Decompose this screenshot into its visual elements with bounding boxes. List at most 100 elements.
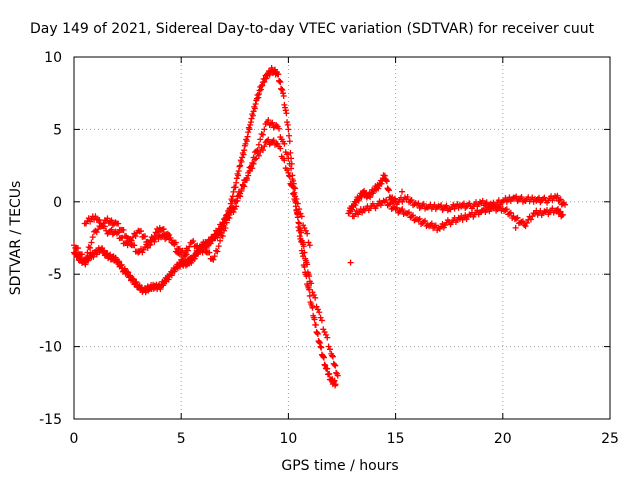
data-point-afternoon-lower	[383, 197, 390, 204]
data-point-tertiary	[276, 125, 283, 132]
data-point-tertiary	[225, 214, 232, 221]
data-point-main	[296, 233, 303, 240]
data-point-tertiary	[152, 229, 159, 236]
data-point-afternoon-upper	[455, 204, 462, 211]
data-point-main	[311, 316, 318, 323]
data-point-tertiary	[210, 235, 217, 241]
data-point-afternoon-upper	[385, 186, 392, 193]
data-point-secondary	[312, 294, 319, 301]
data-point-secondary	[329, 353, 336, 360]
data-point-main	[318, 344, 325, 351]
data-point-secondary	[284, 167, 291, 174]
data-point-tertiary	[257, 136, 264, 143]
data-point-secondary	[124, 235, 131, 241]
data-point-secondary	[324, 334, 331, 341]
data-point-tertiary	[175, 250, 182, 257]
data-point-main	[317, 343, 324, 350]
data-point-main	[241, 147, 248, 154]
data-point-afternoon-upper	[556, 197, 563, 204]
data-point-tertiary	[300, 222, 307, 229]
data-point-tertiary	[298, 213, 305, 220]
data-point-main	[284, 119, 291, 126]
data-point-afternoon-upper	[454, 201, 461, 208]
data-point-secondary	[108, 217, 115, 224]
data-point-afternoon-upper	[443, 202, 450, 209]
data-point-tertiary	[176, 251, 183, 258]
data-point-main	[114, 259, 121, 266]
data-point-secondary	[217, 237, 224, 244]
data-point-main	[312, 321, 319, 328]
data-point-main	[255, 91, 262, 98]
data-point-main	[115, 258, 122, 265]
data-point-secondary	[290, 190, 297, 197]
data-point-tertiary	[267, 120, 274, 127]
data-point-main	[309, 304, 316, 311]
data-point-afternoon-upper	[483, 199, 490, 206]
data-point-tertiary	[188, 239, 195, 246]
data-point-tertiary	[194, 242, 201, 249]
data-point-tertiary	[226, 211, 233, 218]
data-point-afternoon-lower	[397, 207, 404, 214]
data-point-main	[320, 353, 327, 360]
data-point-tertiary	[292, 185, 299, 192]
data-point-tertiary	[293, 195, 300, 202]
data-point-secondary	[115, 220, 122, 227]
data-point-afternoon-lower	[415, 216, 422, 223]
data-point-main	[282, 104, 289, 111]
data-point-main	[233, 175, 240, 182]
data-point-tertiary	[184, 247, 191, 254]
data-point-secondary	[209, 255, 216, 262]
data-point-tertiary	[269, 119, 276, 126]
data-point-secondary	[120, 226, 127, 233]
data-point-secondary	[104, 215, 111, 222]
data-point-afternoon-upper	[554, 192, 561, 199]
data-point-main	[237, 162, 244, 169]
data-point-afternoon-upper	[487, 200, 494, 207]
data-point-main	[256, 87, 263, 94]
data-point-main	[243, 138, 250, 145]
data-point-secondary	[306, 273, 313, 280]
data-point-main	[236, 163, 243, 170]
data-point-afternoon-lower	[511, 216, 518, 223]
data-point-tertiary	[305, 239, 312, 246]
data-point-secondary	[320, 326, 327, 333]
data-point-afternoon-upper	[479, 197, 486, 204]
data-point-main	[314, 330, 321, 337]
data-point-tertiary	[166, 236, 173, 243]
data-point-afternoon-lower	[523, 219, 530, 226]
data-point-tertiary	[202, 248, 209, 255]
data-point-afternoon-lower	[416, 215, 423, 222]
data-point-tertiary	[108, 226, 115, 233]
data-point-secondary	[313, 303, 320, 310]
x-tick-label: 20	[494, 431, 512, 447]
data-point-afternoon-lower	[513, 215, 520, 222]
data-point-secondary	[321, 329, 328, 336]
data-point-isolated	[512, 224, 519, 231]
data-point-secondary	[270, 137, 277, 144]
data-point-secondary	[304, 261, 311, 268]
data-point-tertiary	[214, 229, 221, 236]
data-point-secondary	[84, 249, 91, 256]
data-point-tertiary	[92, 213, 99, 220]
plot-frame	[73, 56, 611, 420]
data-point-tertiary	[218, 223, 225, 230]
data-point-tertiary	[151, 232, 158, 239]
data-point-secondary	[71, 242, 77, 249]
x-tick-label: 10	[279, 431, 297, 447]
data-point-secondary	[219, 233, 226, 240]
data-point-tertiary	[302, 227, 309, 234]
data-point-afternoon-lower	[422, 217, 429, 224]
data-point-tertiary	[205, 241, 211, 248]
data-point-main	[244, 133, 251, 140]
data-point-afternoon-lower	[518, 218, 525, 225]
data-point-afternoon-lower	[515, 220, 522, 227]
data-point-afternoon-lower	[541, 208, 548, 215]
data-point-secondary	[95, 226, 102, 233]
data-point-main	[235, 168, 242, 175]
data-point-tertiary	[115, 229, 122, 236]
data-point-secondary	[277, 145, 284, 152]
data-point-tertiary	[179, 257, 186, 264]
data-point-secondary	[281, 157, 288, 164]
